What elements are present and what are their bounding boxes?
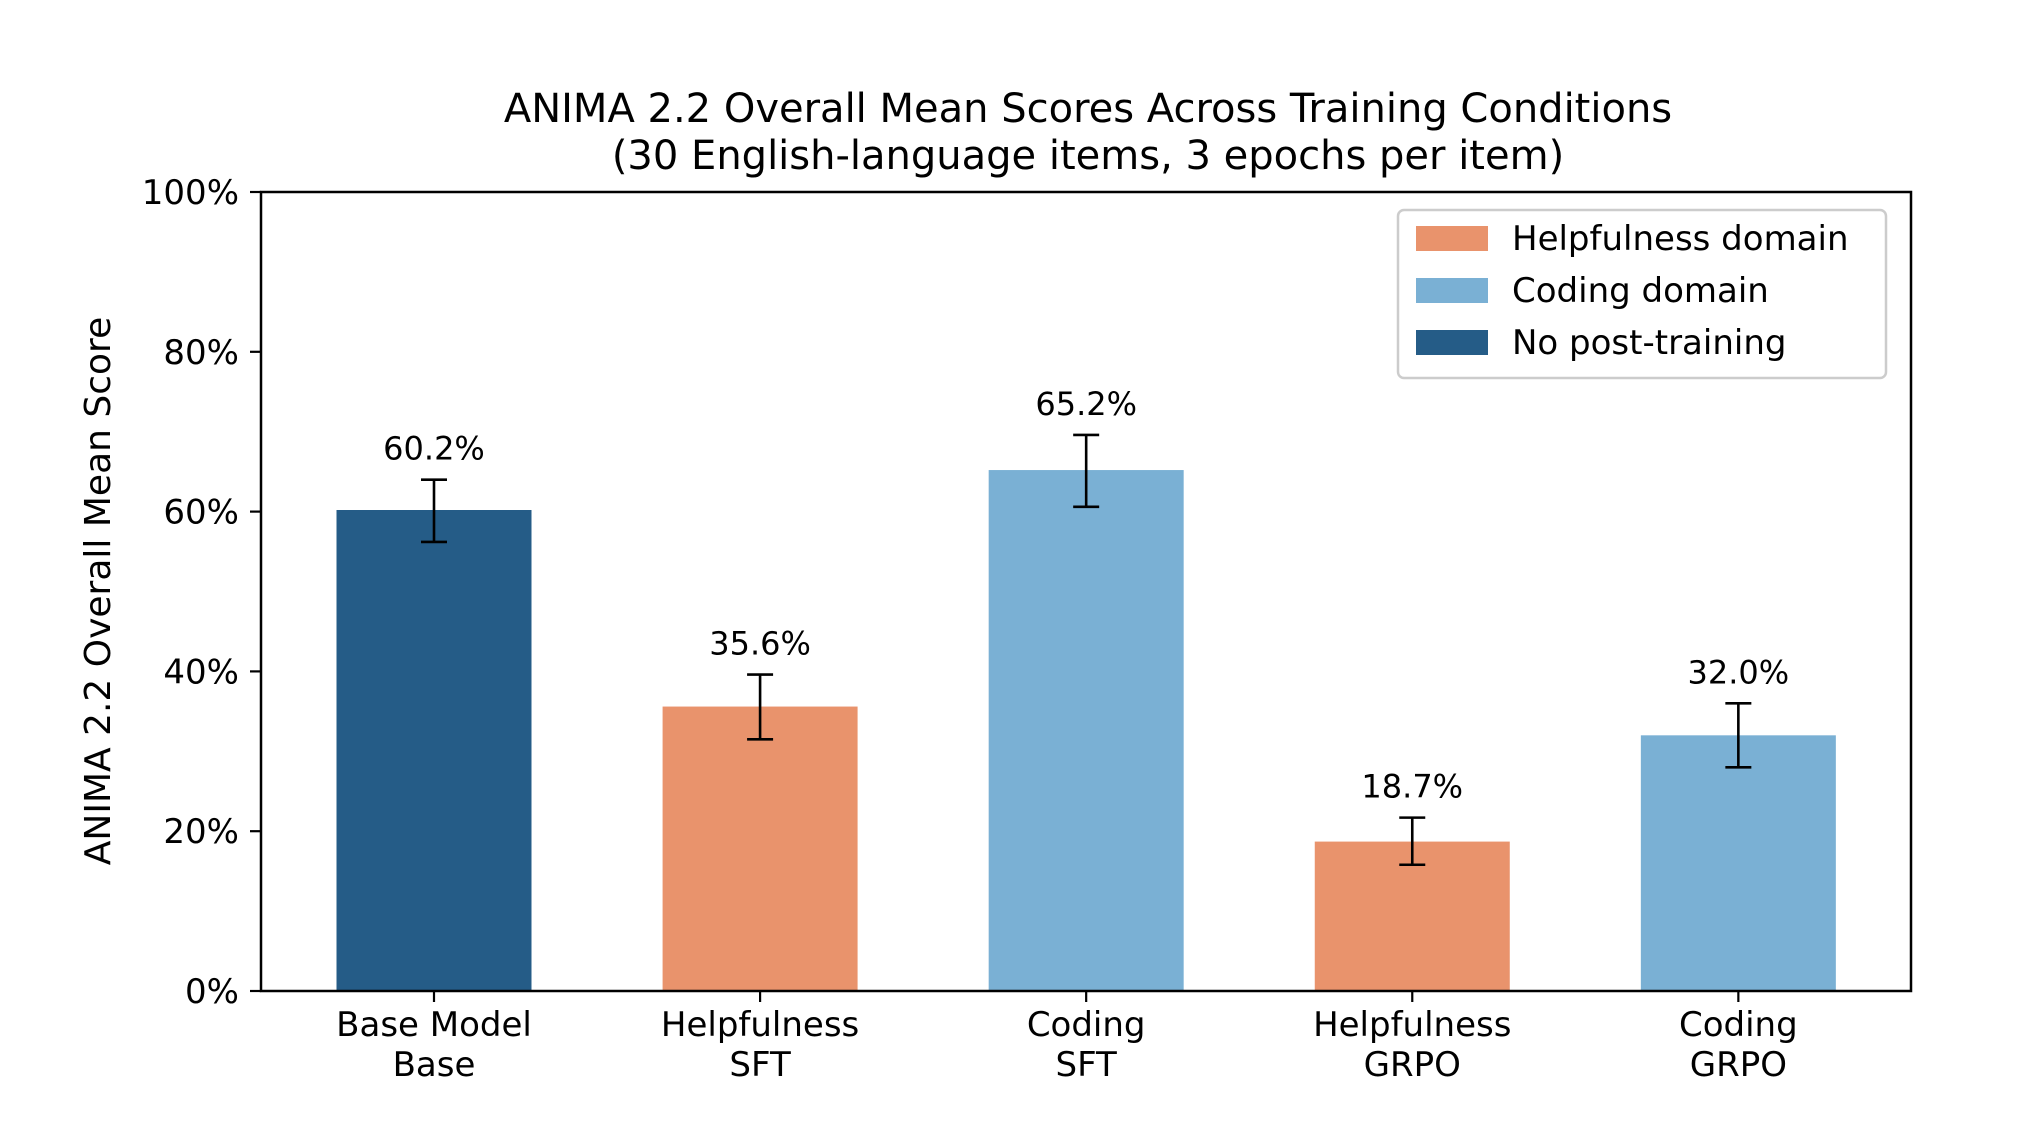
x-tick-label: SFT [729, 1045, 791, 1085]
legend-label: No post-training [1512, 323, 1786, 363]
y-tick-label: 40% [163, 652, 239, 692]
y-tick-label: 60% [163, 493, 239, 533]
x-tick-label: SFT [1056, 1045, 1118, 1085]
chart-subtitle: (30 English-language items, 3 epochs per… [612, 133, 1564, 179]
bar [1640, 735, 1836, 991]
x-tick-label: Base Model [336, 1005, 532, 1045]
data-label: 35.6% [709, 625, 811, 663]
bar [662, 706, 858, 991]
x-tick-label: Base [393, 1045, 476, 1085]
legend-swatch [1416, 226, 1488, 251]
data-label: 18.7% [1361, 768, 1463, 806]
bar [336, 510, 532, 991]
plot-frame [259, 190, 1913, 993]
legend-swatch [1416, 278, 1488, 303]
bar [988, 470, 1184, 991]
data-label: 65.2% [1035, 385, 1137, 423]
x-tick-label: Coding [1027, 1005, 1146, 1045]
y-tick-label: 100% [142, 173, 239, 213]
data-label: 60.2% [383, 430, 485, 468]
x-tick-label: Helpfulness [661, 1005, 859, 1045]
data-label: 32.0% [1688, 653, 1790, 691]
chart-title: ANIMA 2.2 Overall Mean Scores Across Tra… [504, 86, 1672, 132]
bar [1314, 841, 1510, 991]
legend-label: Helpfulness domain [1512, 219, 1849, 259]
y-tick-label: 80% [163, 333, 239, 373]
y-tick-label: 20% [163, 812, 239, 852]
x-tick-label: Helpfulness [1313, 1005, 1511, 1045]
y-axis-label: ANIMA 2.2 Overall Mean Score [78, 317, 119, 865]
x-tick-label: GRPO [1690, 1045, 1787, 1085]
y-tick-label: 0% [185, 972, 239, 1012]
legend-label: Coding domain [1512, 271, 1769, 311]
legend-swatch [1416, 330, 1488, 355]
legend-box [1396, 208, 1888, 380]
legend: Helpfulness domain Coding domain No post-t… [1396, 208, 1888, 380]
x-tick-label: GRPO [1364, 1045, 1461, 1085]
x-tick-label: Coding [1679, 1005, 1798, 1045]
